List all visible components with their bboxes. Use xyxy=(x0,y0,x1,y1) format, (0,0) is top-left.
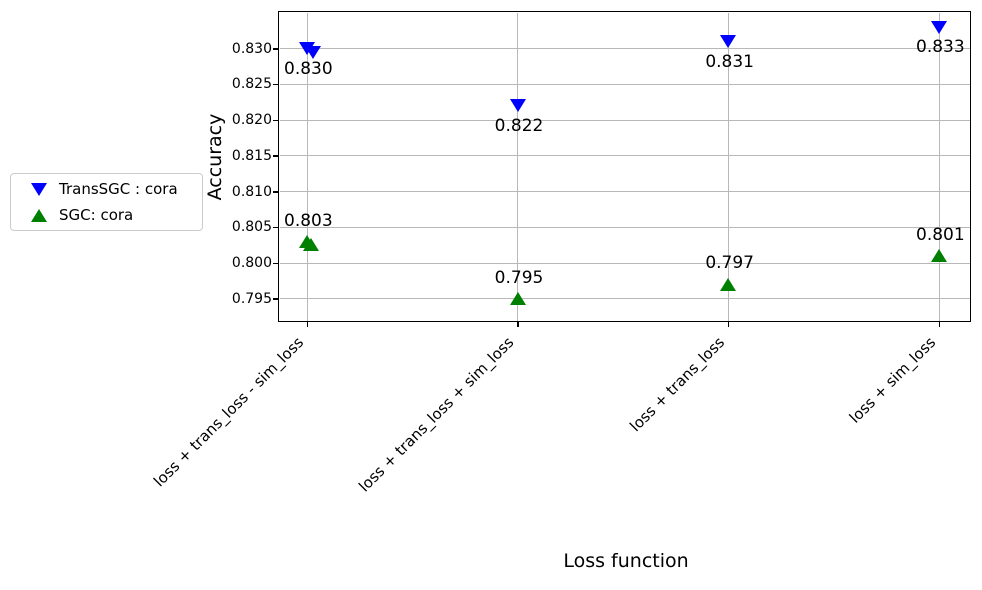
x-tick-mark xyxy=(938,322,940,327)
y-tick-mark xyxy=(273,83,278,86)
gridline-horizontal xyxy=(279,191,970,193)
y-tick-mark xyxy=(273,191,278,193)
point-label: 0.831 xyxy=(705,51,754,72)
legend-label-sgc: SGC: cora xyxy=(59,206,134,224)
gridline-horizontal xyxy=(279,262,970,264)
point-label: 0.833 xyxy=(916,37,965,58)
y-tick-label: 0.810 xyxy=(231,183,272,200)
x-tick-label: loss + trans_loss - sim_loss xyxy=(149,333,308,491)
data-point-triangle-down xyxy=(931,20,947,34)
data-point-triangle-up xyxy=(720,277,737,291)
data-point-triangle-up xyxy=(509,292,526,306)
y-tick-mark xyxy=(273,262,278,264)
x-tick-mark xyxy=(306,322,308,327)
legend-item-sgc: SGC: cora xyxy=(25,204,202,226)
y-tick-label: 0.815 xyxy=(231,147,272,164)
legend: TransSGC : cora SGC: cora xyxy=(10,173,203,231)
y-tick-label: 0.825 xyxy=(231,76,272,93)
gridline-horizontal xyxy=(279,119,970,121)
x-tick-mark xyxy=(727,322,730,327)
x-tick-label: loss + sim_loss xyxy=(845,333,940,427)
data-point-triangle-up xyxy=(303,237,319,251)
x-axis-label: Loss function xyxy=(563,550,689,572)
x-tick-label: loss + trans_loss + sim_loss xyxy=(355,333,518,496)
legend-label-transsgc: TransSGC : cora xyxy=(59,180,178,198)
gridline-vertical xyxy=(938,12,940,321)
y-tick-label: 0.820 xyxy=(231,112,272,129)
data-point-triangle-down xyxy=(509,99,526,113)
gridline-horizontal xyxy=(279,298,970,300)
y-tick-mark xyxy=(273,155,278,157)
gridline-vertical xyxy=(727,12,729,321)
x-tick-label: loss + trans_loss xyxy=(626,333,729,436)
point-label: 0.797 xyxy=(705,253,754,274)
gridline-vertical xyxy=(517,12,519,321)
gridline-vertical xyxy=(306,12,308,321)
y-tick-label: 0.795 xyxy=(231,290,272,307)
y-tick-mark xyxy=(273,48,278,50)
data-point-triangle-up xyxy=(931,249,947,263)
gridline-horizontal xyxy=(279,226,970,228)
point-label: 0.801 xyxy=(916,224,965,245)
data-point-triangle-down xyxy=(305,45,321,59)
gridline-horizontal xyxy=(279,155,970,157)
legend-item-transsgc: TransSGC : cora xyxy=(25,178,202,200)
point-label: 0.803 xyxy=(284,210,333,231)
y-tick-label: 0.805 xyxy=(231,219,272,236)
point-label: 0.822 xyxy=(494,115,544,136)
y-tick-label: 0.800 xyxy=(231,255,272,271)
point-label: 0.795 xyxy=(494,267,544,288)
y-tick-mark xyxy=(273,298,278,300)
y-tick-label: 0.830 xyxy=(231,40,272,57)
gridline-horizontal xyxy=(279,48,970,50)
plot-area xyxy=(278,11,971,322)
point-label: 0.830 xyxy=(284,58,333,79)
triangle-up-icon xyxy=(25,208,59,222)
y-tick-mark xyxy=(273,119,278,122)
triangle-down-icon xyxy=(25,182,59,196)
data-point-triangle-down xyxy=(720,35,737,49)
x-tick-mark xyxy=(517,322,519,327)
gridline-horizontal xyxy=(279,83,970,85)
y-tick-mark xyxy=(273,226,278,229)
